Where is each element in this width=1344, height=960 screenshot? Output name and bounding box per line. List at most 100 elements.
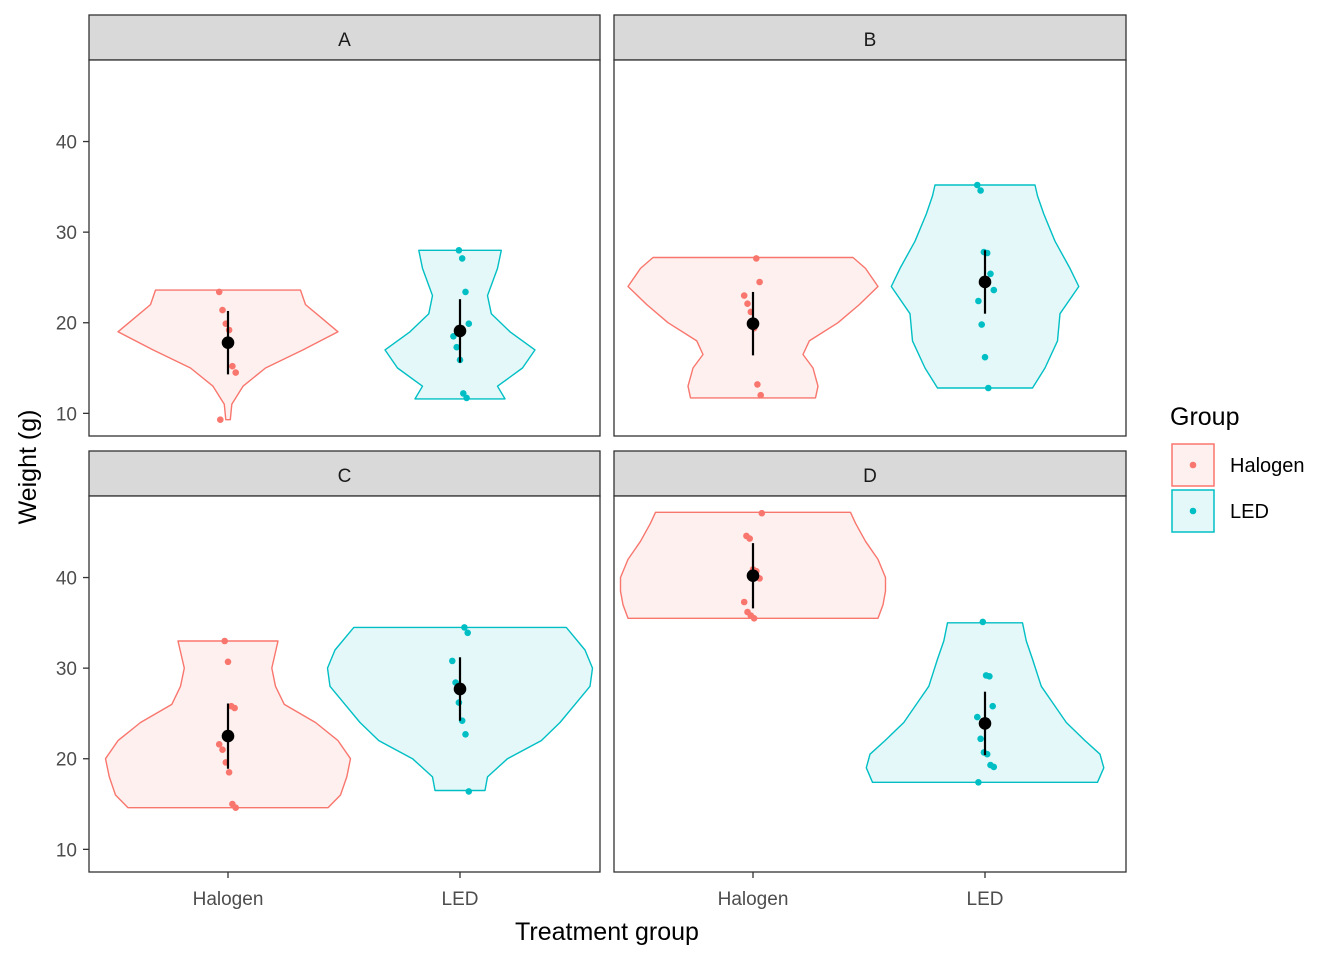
data-point [987, 270, 994, 278]
data-point [217, 416, 224, 424]
mean-point [978, 717, 992, 730]
data-point [461, 624, 468, 631]
y-tick-label: 30 [56, 659, 77, 680]
y-tick-label: 20 [56, 314, 77, 335]
data-point [458, 255, 466, 262]
data-point [986, 673, 993, 680]
mean-point [746, 569, 760, 583]
facet-label: D [863, 466, 877, 487]
x-tick-label: Halogen [718, 889, 789, 910]
data-point [225, 769, 233, 776]
facet-label: C [338, 466, 352, 487]
mean-point [453, 682, 467, 696]
legend: Group Halogen LED [1170, 403, 1305, 533]
facet-panel-A: A [88, 14, 601, 437]
x-axis-title: Treatment group [515, 918, 699, 946]
facet-panel-C: C [88, 450, 601, 873]
data-point [974, 713, 981, 721]
y-tick-label: 10 [56, 840, 77, 861]
facet-label: A [338, 30, 351, 51]
legend-label: LED [1230, 501, 1269, 523]
data-point [219, 306, 226, 314]
data-point [753, 255, 760, 262]
data-point [979, 618, 987, 626]
x-axis-ticks: Halogen LED Halogen LED [193, 872, 1004, 910]
data-point [465, 788, 473, 795]
data-point [232, 804, 239, 811]
legend-entry-led: LED [1171, 489, 1269, 533]
violin-group-halogen [104, 637, 352, 811]
data-point [449, 657, 456, 665]
x-tick-label: Halogen [193, 889, 264, 910]
data-point [975, 779, 982, 786]
panel-background [88, 59, 601, 437]
mean-point [746, 317, 760, 330]
facet-panel-D: D [613, 450, 1127, 873]
legend-key-point [1189, 507, 1197, 515]
y-axis-title: Weight (g) [14, 410, 42, 525]
y-tick-label: 20 [56, 750, 77, 771]
data-point [215, 288, 223, 296]
facet-strip [88, 450, 601, 497]
x-tick-label: LED [967, 889, 1004, 910]
data-point [219, 746, 226, 753]
violin-group-halogen [627, 255, 879, 399]
data-point [221, 637, 228, 645]
data-point [215, 741, 223, 748]
data-point [978, 321, 985, 328]
violin-group-led [384, 247, 536, 402]
mean-point [221, 729, 235, 743]
data-point [989, 702, 996, 710]
data-point [231, 704, 238, 712]
data-point [462, 731, 469, 738]
facet-strip [613, 14, 1127, 61]
y-tick-label: 10 [56, 404, 77, 425]
data-point [465, 320, 473, 328]
y-tick-label: 40 [56, 569, 77, 590]
data-point [232, 369, 239, 376]
legend-key [1171, 489, 1215, 533]
data-point [224, 658, 232, 666]
x-tick-label: LED [442, 889, 479, 910]
mean-point [978, 275, 992, 289]
data-point [746, 535, 753, 542]
data-point [974, 181, 981, 189]
facet-label: B [864, 30, 877, 51]
facet-strip [613, 450, 1127, 497]
violin-group-led [865, 618, 1105, 786]
y-axis-ticks: 10 20 30 40 10 20 30 40 [56, 133, 89, 861]
violin-group-led [326, 624, 594, 795]
violin-group-halogen [117, 288, 339, 424]
data-point [740, 598, 748, 606]
data-point [740, 292, 748, 299]
data-point [757, 391, 764, 399]
data-point [990, 286, 998, 294]
mean-point [221, 336, 235, 349]
facet-panels: A B C D [88, 14, 1127, 873]
data-point [464, 629, 472, 637]
data-point [990, 763, 998, 771]
data-point [975, 297, 982, 305]
data-point [225, 326, 233, 334]
data-point [462, 288, 469, 296]
data-point [758, 509, 766, 517]
data-point [750, 615, 758, 622]
data-point [756, 278, 763, 286]
legend-entry-halogen: Halogen [1171, 443, 1305, 487]
data-point [977, 735, 984, 743]
data-point [977, 187, 984, 194]
facet-panel-B: B [613, 14, 1127, 437]
violin-group-halogen [619, 509, 887, 622]
legend-title: Group [1170, 403, 1239, 431]
mean-point [453, 324, 467, 338]
legend-key-point [1189, 461, 1197, 469]
data-point [744, 300, 751, 308]
data-point [463, 394, 470, 402]
violin-group-led [890, 181, 1080, 392]
data-point [985, 384, 992, 392]
data-point [981, 353, 989, 361]
y-tick-label: 30 [56, 223, 77, 244]
data-point [754, 381, 761, 388]
data-point [453, 343, 461, 351]
